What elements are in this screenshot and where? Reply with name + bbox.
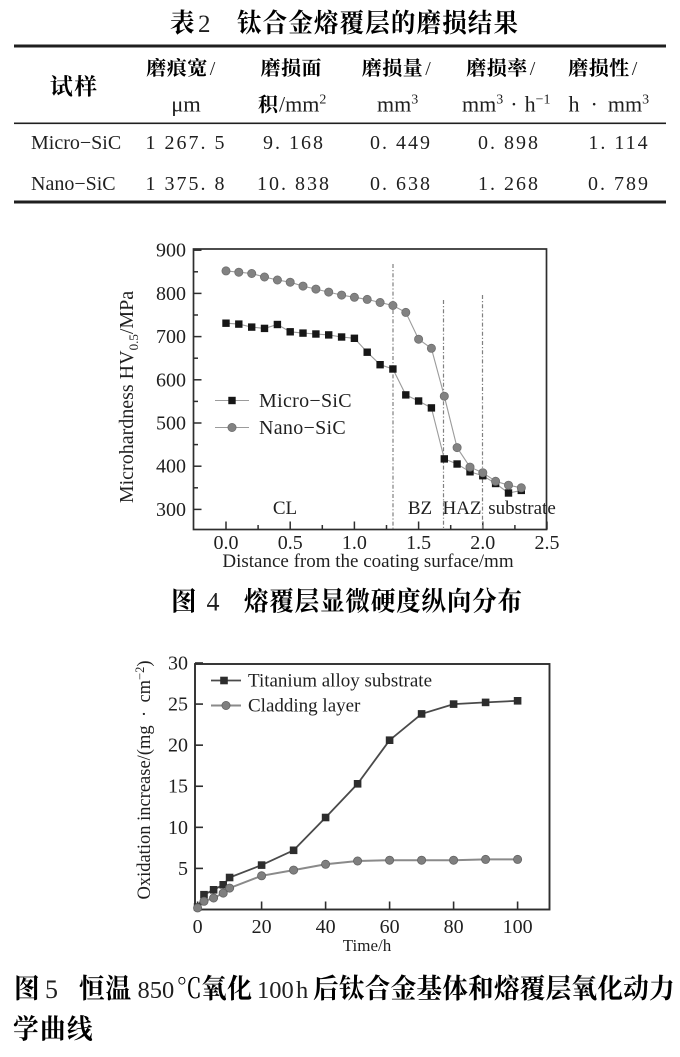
svg-text:0.0: 0.0 (214, 532, 239, 554)
svg-text:100: 100 (503, 916, 533, 938)
svg-text:CL: CL (273, 498, 297, 519)
svg-text:400: 400 (156, 456, 186, 478)
svg-text:Cladding layer: Cladding layer (248, 696, 361, 717)
svg-text:h·mm3: h · mm3 (569, 92, 650, 117)
svg-text:4: 4 (207, 588, 220, 617)
svg-text:300: 300 (156, 499, 186, 521)
svg-text:700: 700 (156, 326, 186, 348)
svg-text:mm3: mm3 (377, 92, 418, 117)
svg-text:9. 168: 9. 168 (263, 132, 325, 154)
svg-text:0. 789: 0. 789 (588, 173, 650, 195)
svg-text:Nano−SiC: Nano−SiC (259, 417, 346, 439)
svg-text:2.0: 2.0 (470, 532, 495, 554)
svg-text:substrate: substrate (488, 498, 556, 519)
svg-text:0: 0 (193, 916, 203, 938)
svg-text:1 267. 5: 1 267. 5 (146, 132, 227, 154)
svg-text:Time/h: Time/h (343, 936, 392, 955)
svg-text:Titanium alloy substrate: Titanium alloy substrate (248, 671, 432, 692)
svg-text:40: 40 (316, 916, 336, 938)
svg-text:/: / (530, 58, 536, 80)
svg-text:1 375. 8: 1 375. 8 (146, 173, 227, 195)
svg-text:600: 600 (156, 369, 186, 391)
svg-text:0. 449: 0. 449 (370, 132, 432, 154)
svg-text:/: / (425, 58, 431, 80)
svg-text:5: 5 (45, 975, 58, 1004)
svg-text:μm: μm (171, 92, 201, 117)
svg-text:Distance from the coating surf: Distance from the coating surface/mm (222, 551, 513, 572)
svg-text:0. 638: 0. 638 (370, 173, 432, 195)
svg-text:0.5: 0.5 (278, 532, 303, 554)
svg-text:15: 15 (168, 776, 188, 798)
svg-text:Micro−SiC: Micro−SiC (259, 390, 352, 412)
svg-text:30: 30 (168, 653, 188, 675)
svg-text:HAZ: HAZ (442, 498, 481, 519)
svg-text:/: / (210, 58, 216, 80)
svg-text:5: 5 (178, 858, 188, 880)
svg-text:mm3·h−1: mm3 · h−1 (462, 92, 550, 117)
svg-text:1. 268: 1. 268 (478, 173, 540, 195)
svg-text:/mm2: /mm2 (279, 92, 326, 117)
svg-text:Oxidation increase/(mg · cm−: Oxidation increase/(mg · cm−2) (133, 660, 155, 899)
svg-text:10. 838: 10. 838 (257, 173, 331, 195)
svg-text:900: 900 (156, 240, 186, 262)
svg-text:2: 2 (198, 11, 211, 38)
svg-text:10: 10 (168, 817, 188, 839)
svg-text:850: 850 (138, 977, 175, 1004)
svg-text:80: 80 (444, 916, 464, 938)
svg-text:1. 114: 1. 114 (588, 132, 649, 154)
svg-text:Nano−SiC: Nano−SiC (31, 173, 116, 195)
svg-text:20: 20 (168, 735, 188, 757)
svg-text:2.5: 2.5 (535, 532, 560, 554)
svg-text:h: h (296, 977, 308, 1004)
svg-text:500: 500 (156, 413, 186, 435)
svg-text:25: 25 (168, 694, 188, 716)
svg-text:100: 100 (257, 977, 294, 1004)
svg-text:800: 800 (156, 283, 186, 305)
svg-text:BZ: BZ (408, 498, 432, 519)
svg-text:60: 60 (380, 916, 400, 938)
svg-text:/: / (632, 58, 638, 80)
svg-text:1.0: 1.0 (342, 532, 367, 554)
svg-text:0. 898: 0. 898 (478, 132, 540, 154)
svg-text:Microhardness HV0.5/MPa: Microhardness HV0.5/MPa (116, 291, 141, 503)
svg-text:Micro−SiC: Micro−SiC (31, 132, 121, 154)
svg-text:20: 20 (252, 916, 272, 938)
svg-text:1.5: 1.5 (406, 532, 431, 554)
